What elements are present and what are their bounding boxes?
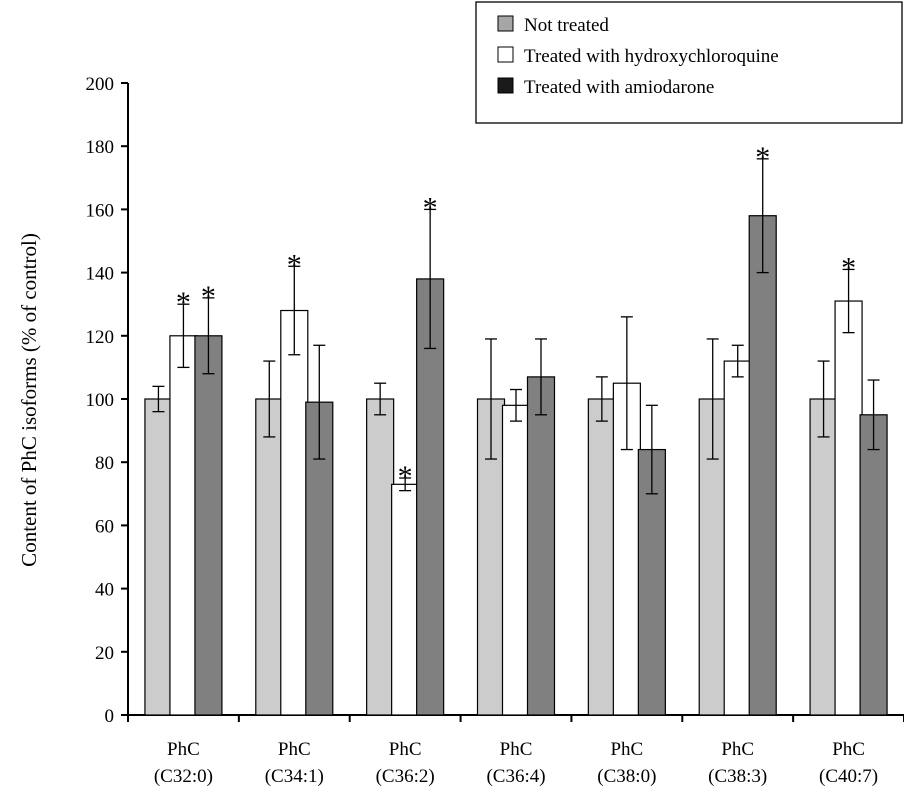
x-category-label: PhC (C38:3) (708, 739, 767, 787)
x-category-label: PhC (C40:7) (819, 739, 878, 787)
y-tick-label: 180 (86, 137, 115, 158)
significance-marker: * (287, 248, 302, 281)
significance-marker: * (176, 286, 191, 319)
y-tick-label: 0 (105, 706, 115, 727)
bar (748, 215, 777, 716)
significance-marker: * (841, 251, 856, 284)
x-category-label: PhC (C32:0) (154, 739, 213, 787)
y-axis-title: Content of PhC isoforms (% of control) (17, 233, 41, 567)
bar (280, 309, 309, 716)
bar (859, 414, 888, 716)
y-tick-label: 120 (86, 327, 115, 348)
y-tick-label: 160 (86, 200, 115, 221)
significance-marker: * (755, 141, 770, 174)
bars (144, 158, 888, 716)
y-tick-label: 140 (86, 264, 115, 285)
bar (587, 398, 616, 716)
legend-swatch (497, 46, 514, 63)
y-tick-label: 200 (86, 74, 115, 95)
bar (723, 360, 752, 716)
bar (366, 398, 395, 716)
significance-marker: * (423, 191, 438, 224)
y-tick-label: 100 (86, 390, 115, 411)
bar (144, 398, 173, 716)
x-category-label: PhC (C36:4) (486, 739, 545, 787)
bar (194, 335, 223, 716)
legend-swatch (497, 15, 514, 32)
x-category-label: PhC (C36:2) (376, 739, 435, 787)
legend-label: Treated with amiodarone (524, 77, 714, 98)
y-tick-label: 40 (95, 580, 114, 601)
significance-marker: * (201, 280, 216, 313)
x-category-label: PhC (C34:1) (265, 739, 324, 787)
bar (255, 398, 284, 716)
bar (391, 483, 420, 716)
legend: Not treated Treated with hydroxychloroqui… (475, 1, 903, 124)
legend-swatch (497, 77, 514, 94)
legend-box (475, 1, 903, 124)
bar (526, 376, 556, 716)
y-tick-label: 20 (95, 643, 114, 664)
bar (501, 404, 531, 716)
y-tick-label: 80 (95, 453, 114, 474)
legend-label: Treated with hydroxychloroquine (524, 46, 779, 67)
bar (169, 335, 198, 716)
labels: 0 20 40 60 80 100 120 140 160 180 200 PhC (C32:0) * * P… (86, 74, 879, 787)
bar (834, 300, 863, 716)
bar (809, 398, 838, 716)
x-category-label: PhC (C38:0) (597, 739, 656, 787)
y-tick-label: 60 (95, 516, 114, 537)
significance-marker: * (398, 460, 413, 493)
legend-label: Not treated (524, 15, 609, 36)
